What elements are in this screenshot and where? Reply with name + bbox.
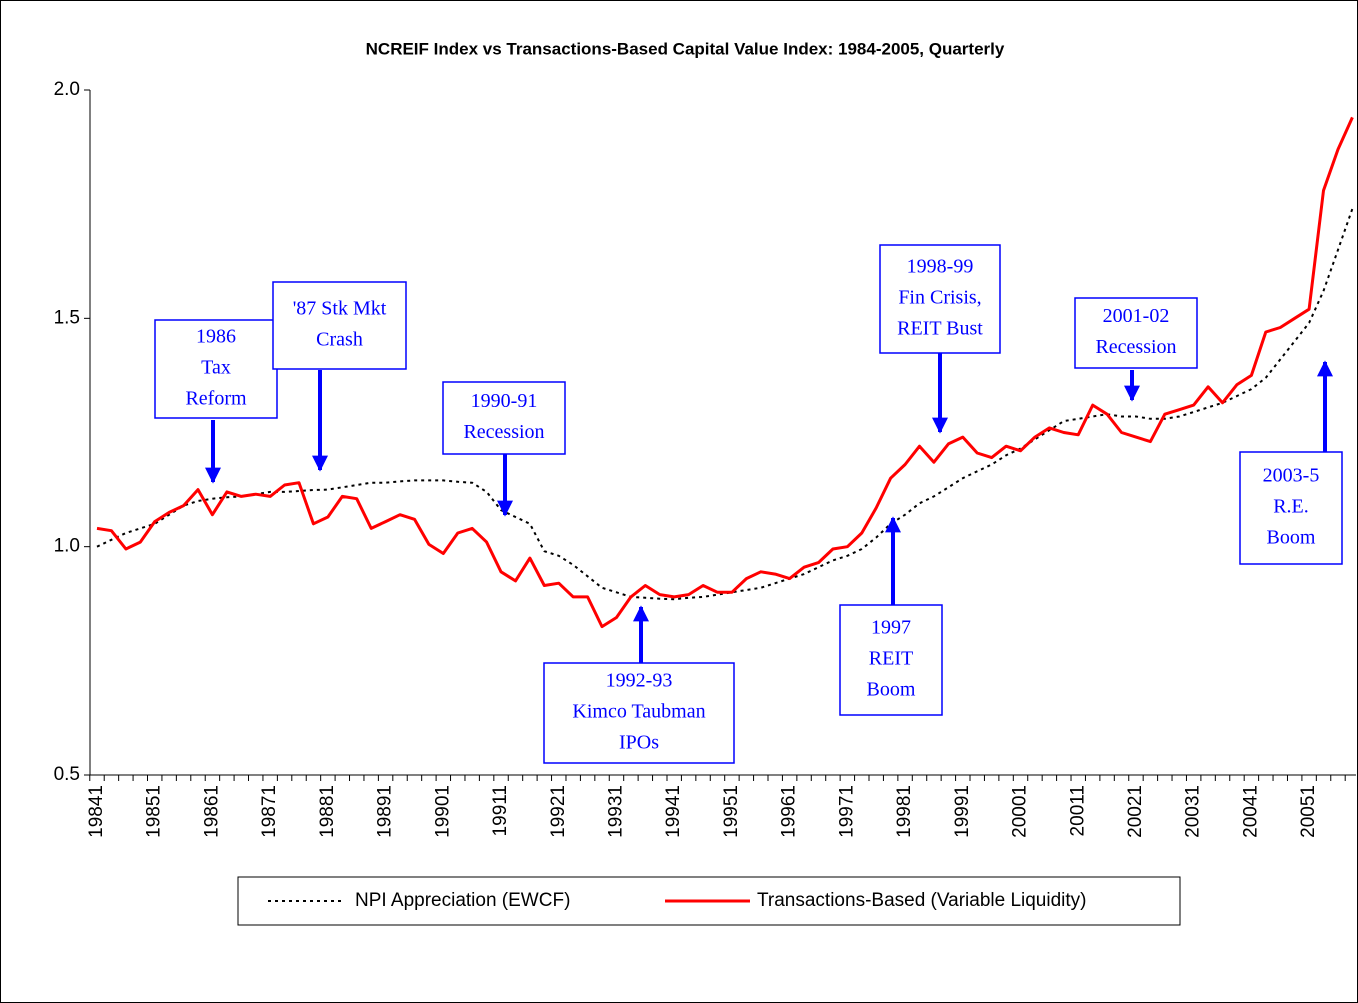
annotation-text: Tax — [201, 357, 231, 379]
annotation-text: Reform — [185, 388, 247, 410]
x-tick-label: 20051 — [1298, 785, 1319, 838]
x-tick-label: 19941 — [663, 785, 684, 838]
annotation-box — [1239, 451, 1343, 565]
x-tick-label: 19921 — [548, 785, 569, 838]
x-tick-label: 19981 — [894, 785, 915, 838]
x-tick-label: 19951 — [721, 785, 742, 838]
annotation-box — [154, 319, 278, 419]
x-tick-label: 19961 — [779, 785, 800, 838]
legend-label: NPI Appreciation (EWCF) — [355, 890, 570, 911]
annotation-text: 1986 — [196, 326, 236, 348]
annotation-text: Boom — [1267, 527, 1316, 549]
annotation-box — [543, 662, 735, 764]
x-tick-label: 20001 — [1010, 785, 1031, 838]
annotation-text: 1992-93 — [606, 670, 673, 692]
annotation-box — [1074, 297, 1198, 369]
annotation-text: '87 Stk Mkt — [293, 298, 387, 320]
x-tick-label: 19891 — [375, 785, 396, 838]
series-line — [96, 208, 1354, 601]
annotation-text: Crash — [316, 329, 363, 351]
annotation-text: 2001-02 — [1103, 305, 1170, 327]
x-tick-label: 20041 — [1240, 785, 1261, 838]
annotation-box — [839, 604, 943, 716]
annotation-text: R.E. — [1273, 496, 1309, 518]
annotation-box — [272, 281, 407, 370]
y-tick-label: 1.5 — [54, 307, 80, 328]
annotation-box — [442, 381, 566, 455]
x-tick-label: 20011 — [1067, 785, 1088, 836]
x-tick-label: 19881 — [317, 785, 338, 838]
annotation-text: 1997 — [871, 617, 911, 639]
x-tick-label: 19861 — [201, 785, 222, 838]
annotation-text: 1990-91 — [471, 390, 538, 412]
annotation-box — [879, 244, 1001, 354]
x-tick-label: 19931 — [605, 785, 626, 838]
annotation-text: REIT Bust — [897, 318, 983, 340]
annotation-text: REIT — [869, 648, 913, 670]
x-tick-label: 19991 — [952, 785, 973, 838]
x-tick-label: 20031 — [1183, 785, 1204, 838]
y-tick-label: 0.5 — [54, 764, 80, 785]
y-tick-label: 2.0 — [54, 79, 80, 100]
legend-label: Transactions-Based (Variable Liquidity) — [757, 890, 1087, 911]
x-tick-label: 19971 — [836, 785, 857, 838]
annotation-text: 2003-5 — [1263, 465, 1320, 487]
annotation-text: Kimco Taubman — [572, 701, 705, 723]
series-line — [96, 116, 1354, 629]
x-tick-label: 19911 — [490, 785, 511, 836]
x-tick-label: 20021 — [1125, 785, 1146, 838]
chart-title: NCREIF Index vs Transactions-Based Capit… — [366, 39, 1005, 58]
annotation-text: Recession — [463, 421, 544, 443]
y-tick-label: 1.0 — [54, 536, 80, 557]
annotation-text: Fin Crisis, — [898, 287, 981, 309]
annotation-text: Boom — [867, 679, 916, 701]
x-tick-label: 19901 — [432, 785, 453, 838]
annotation-text: IPOs — [619, 732, 659, 754]
annotation-text: Recession — [1095, 336, 1176, 358]
x-tick-label: 19841 — [86, 785, 107, 838]
x-tick-label: 19851 — [144, 785, 165, 838]
annotation-text: 1998-99 — [907, 256, 974, 278]
x-tick-label: 19871 — [259, 785, 280, 838]
